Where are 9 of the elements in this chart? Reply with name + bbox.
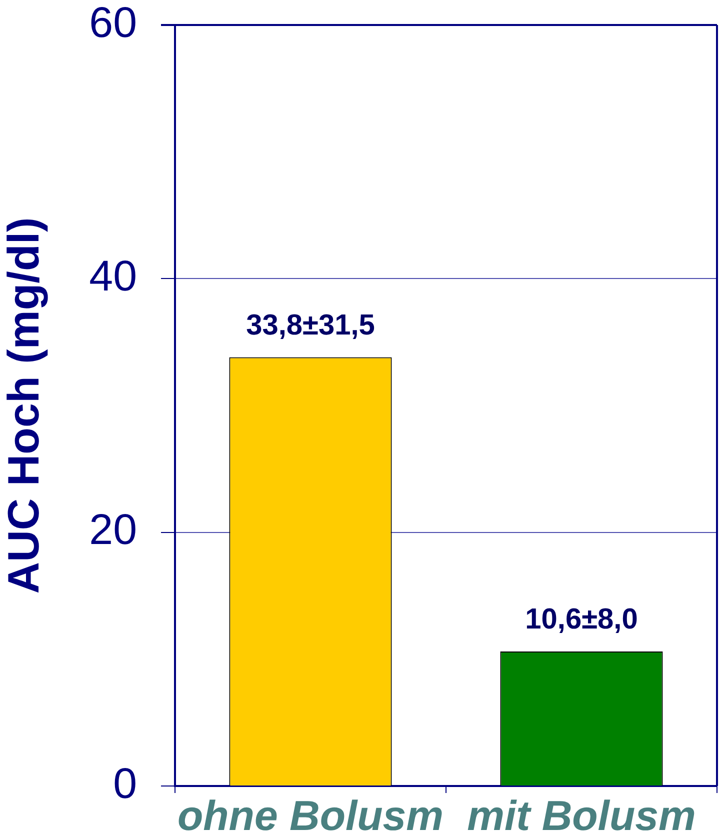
y-tick-label: 60 [89,0,137,47]
y-tick-label: 40 [89,252,137,301]
y-tick-label: 0 [113,760,137,808]
data-label: 10,6±8,0 [525,604,638,636]
data-label: 33,8±31,5 [246,309,375,342]
y-tick-label: 20 [89,506,137,554]
x-tick-label: ohne Bolusm [177,792,444,837]
y-axis-title: AUC Hoch (mg/dl) [0,217,49,594]
x-tick-label: mit Bolusm [467,792,696,837]
